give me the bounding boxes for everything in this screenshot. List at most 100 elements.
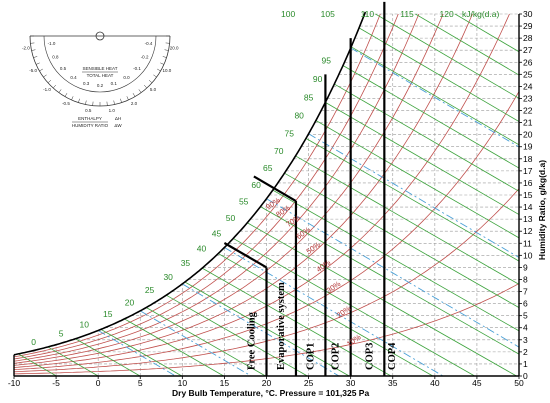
- enthalpy-label-70: 70: [274, 146, 284, 156]
- y-tick-label-6: 6: [523, 299, 528, 309]
- enthalpy-label-90: 90: [313, 74, 323, 84]
- protractor-outer-label-8: 10.0: [162, 68, 171, 73]
- x-tick-label-10: 10: [178, 378, 188, 388]
- wetbulb-line-15: [224, 247, 444, 376]
- protractor-tick-114: [71, 96, 74, 101]
- protractor-outer-label-3: -0.5: [62, 101, 70, 106]
- y-tick-label-29: 29: [523, 21, 533, 31]
- protractor-outer-label-2: -1.0: [43, 87, 51, 92]
- protractor-tick-30: [157, 68, 161, 72]
- zone-cap-evaporative-system: [253, 175, 297, 202]
- protractor-inner-label-3: 0.4: [70, 75, 77, 80]
- enthalpy-line-85: [325, 102, 519, 215]
- enthalpy-line-100: [350, 46, 519, 146]
- x-tick-label-5: 5: [138, 378, 143, 388]
- y-tick-label-30: 30: [523, 9, 533, 19]
- protractor-tick-36: [153, 74, 157, 78]
- enthalpy-line-15: [124, 318, 224, 376]
- x-tick-label-30: 30: [346, 378, 356, 388]
- enthalpy-line-55: [260, 206, 519, 355]
- enthalpy-line-0: [47, 346, 99, 376]
- protractor-outer-label-0: -2.0: [22, 46, 30, 51]
- protractor-tick-60: [132, 93, 136, 97]
- protractor-tick-24: [160, 62, 165, 65]
- protractor-tick-54: [138, 89, 142, 93]
- enthalpy-line-90: [334, 83, 519, 192]
- protractor-outer-label-7: 5.0: [150, 87, 157, 92]
- enthalpy-line-10: [100, 329, 183, 376]
- enthalpy-top-label-120: 120: [440, 9, 454, 19]
- y-axis-label: Humidity Ratio, g/kg(d.a): [537, 160, 547, 260]
- y-tick-label-27: 27: [523, 45, 533, 55]
- wetbulb-line-20: [266, 198, 519, 348]
- protractor-tick-120: [64, 93, 68, 97]
- y-tick-label-19: 19: [523, 142, 533, 152]
- rh-label-40: 40%: [315, 258, 333, 274]
- x-tick-label-45: 45: [472, 378, 482, 388]
- protractor-inner-label-0: -1.0: [48, 41, 56, 46]
- enthalpy-label-45: 45: [212, 228, 222, 238]
- protractor-outer-label-9: 20.0: [170, 46, 179, 51]
- x-tick-label-35: 35: [388, 378, 398, 388]
- rh-label-50: 50%: [305, 240, 323, 256]
- y-tick-label-14: 14: [523, 202, 533, 212]
- zone-label-cop4: COP4: [387, 342, 398, 370]
- x-tick-label-20: 20: [262, 378, 272, 388]
- y-tick-label-28: 28: [523, 33, 533, 43]
- y-tick-label-20: 20: [523, 130, 533, 140]
- protractor-center: [95, 31, 105, 41]
- protractor-tick-48: [143, 84, 148, 89]
- protractor-inner-label-6: 0.1: [111, 81, 118, 86]
- protractor-outer-arc: [29, 35, 171, 107]
- protractor-enthalpy-label: ENTHALPY: [78, 116, 102, 121]
- enthalpy-label-25: 25: [145, 285, 155, 295]
- wetbulb-line-0: [97, 330, 176, 376]
- x-tick-label-25: 25: [304, 378, 314, 388]
- protractor-inner-label-5: 0.2: [97, 83, 104, 88]
- x-tick-label-50: 50: [514, 378, 524, 388]
- protractor-tick-78: [113, 100, 115, 105]
- enthalpy-label-95: 95: [321, 56, 331, 66]
- x-tick-label-0: 0: [96, 378, 101, 388]
- zone-cap-free-cooling: [223, 242, 268, 269]
- protractor-tick-66: [126, 96, 129, 101]
- protractor-inner-label-8: -0.1: [133, 66, 141, 71]
- protractor-tick-156: [35, 62, 40, 65]
- enthalpy-label-60: 60: [251, 180, 261, 190]
- protractor-dw-label: ΔW: [114, 123, 122, 128]
- protractor-tick-168: [31, 49, 36, 51]
- protractor-humidity-label: HUMIDITY RATIO: [72, 123, 109, 128]
- y-tick-label-1: 1: [523, 359, 528, 369]
- enthalpy-line-50: [247, 222, 517, 376]
- enthalpy-line-65: [284, 172, 519, 308]
- protractor-dh-label: ΔH: [115, 116, 121, 121]
- enthalpy-label-30: 30: [163, 272, 173, 282]
- y-tick-label-9: 9: [523, 262, 528, 272]
- wetbulb-line-5: [140, 310, 252, 376]
- protractor-outer-label-4: 0.5: [85, 108, 92, 113]
- rh-label-70: 70%: [284, 213, 302, 229]
- enthalpy-label-5: 5: [59, 329, 64, 339]
- y-tick-label-17: 17: [523, 166, 533, 176]
- protractor-inner-label-1: 0.8: [52, 54, 59, 59]
- enthalpy-top-label-100: 100: [281, 9, 295, 19]
- enthalpy-label-35: 35: [181, 258, 191, 268]
- x-axis-label: Dry Bulb Temperature, °C. Pressure = 101…: [172, 388, 369, 398]
- y-tick-label-21: 21: [523, 118, 533, 128]
- protractor-inner-arc: [43, 35, 157, 93]
- zone-label-cop1: COP1: [305, 343, 316, 370]
- enthalpy-top-label-115: 115: [400, 9, 414, 19]
- zone-label-cop2: COP2: [331, 343, 342, 370]
- enthalpy-label-20: 20: [125, 298, 135, 308]
- enthalpy-line-70: [295, 155, 519, 285]
- protractor-tick-108: [78, 98, 80, 103]
- enthalpy-line-115: [414, 14, 519, 76]
- enthalpy-line-75: [305, 138, 519, 262]
- saturation-curve: [13, 11, 367, 356]
- rh-curve-40: [14, 14, 510, 368]
- enthalpy-label-15: 15: [103, 309, 113, 319]
- y-tick-label-7: 7: [523, 287, 528, 297]
- y-tick-label-10: 10: [523, 250, 533, 260]
